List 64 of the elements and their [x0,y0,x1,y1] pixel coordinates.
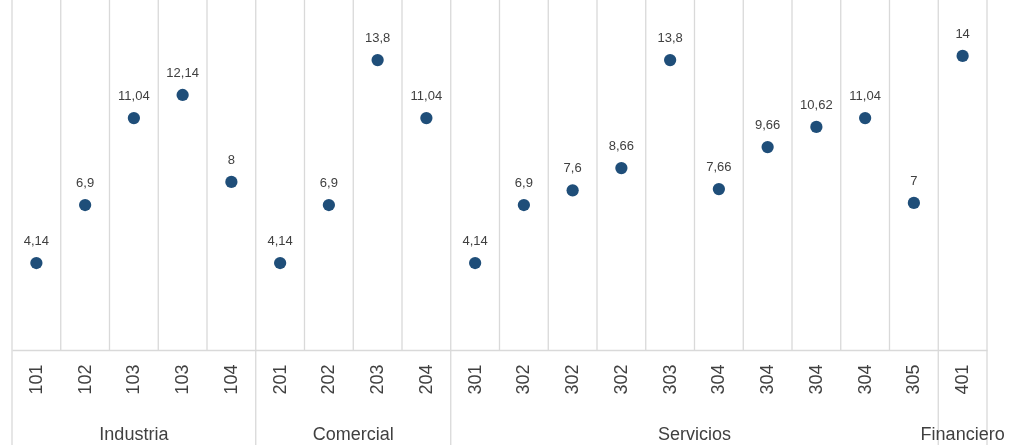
point [79,198,92,212]
data-label: 6,9 [76,175,95,191]
x-tick-label: 401 [952,364,973,395]
x-tick-label: 103 [123,364,144,395]
point [956,49,969,62]
text: Servicios [657,424,732,444]
point [371,53,384,67]
point [30,256,43,270]
text: Financiero [920,424,1005,444]
text: Industria [99,424,170,444]
data-label: 4,14 [23,233,50,249]
data-label: 13,8 [364,30,391,46]
point [810,120,823,133]
point [469,256,482,270]
data-label: 7,66 [706,159,732,175]
data-label: 11,04 [118,88,150,104]
x-tick-label: 302 [513,364,534,395]
data-label: 12,14 [166,64,199,80]
data-label: 11,04 [849,88,881,104]
x-tick-label: 102 [74,364,95,395]
point [859,111,872,125]
x-tick-label: 304 [708,364,729,395]
data-label: 7 [910,172,918,188]
x-tick-label: 304 [757,364,778,395]
data-label: 4,14 [267,233,293,249]
data-label: 11,04 [410,88,443,104]
point [517,198,530,212]
x-tick-label: 301 [464,364,485,395]
data-label: 4,14 [462,233,488,249]
point [225,175,238,189]
data-label: 10,62 [800,96,833,112]
x-tick-label: 302 [610,364,631,395]
x-tick-label: 101 [25,364,46,395]
x-tick-label: 304 [805,364,826,395]
x-tick-label: 202 [318,364,339,395]
data-label: 8 [227,151,235,167]
point [761,140,774,154]
x-tick-label: 305 [903,364,924,395]
x-tick-label: 304 [854,364,875,395]
x-tick-label: 302 [562,364,583,395]
data-label: 9,66 [754,117,781,133]
x-tick-label: 104 [220,364,241,395]
point [664,53,677,67]
point [274,256,287,270]
data-label: 7,6 [563,160,582,176]
point [566,184,579,197]
point [420,111,433,125]
x-tick-label: 303 [659,364,680,395]
point [127,111,140,125]
x-tick-label: 103 [172,364,193,395]
x-tick-label: 204 [415,364,436,395]
point [322,198,335,212]
data-label: 14 [955,25,970,41]
data-label: 8,66 [608,138,635,154]
point [712,182,725,196]
text: Comercial [312,424,394,444]
data-label: 6,9 [514,175,533,191]
point [907,196,920,210]
x-tick-label: 203 [367,364,388,395]
point [615,161,628,175]
data-label: 6,9 [319,175,338,191]
data-label: 13,8 [657,30,683,46]
x-tick-label: 201 [269,364,290,395]
point [176,88,189,102]
